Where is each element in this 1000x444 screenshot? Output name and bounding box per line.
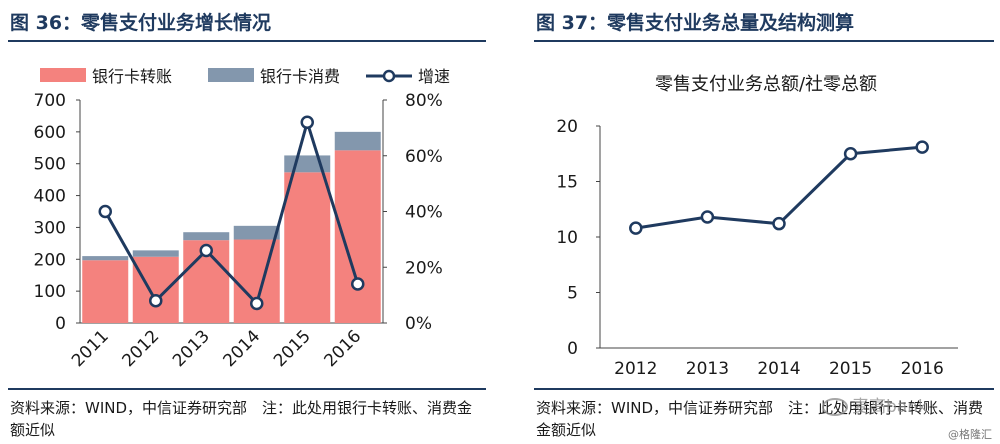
ratio-point <box>700 210 715 224</box>
x-tick-label: 2012 <box>119 326 164 371</box>
y-tick-label-left: 0 <box>55 314 66 334</box>
right-figure-title: 图 37：零售支付业务总量及结构测算 <box>536 12 855 34</box>
credit-text: @格隆汇 <box>948 428 992 441</box>
x-tick-label: 2014 <box>220 326 265 371</box>
ratio-point <box>915 140 929 154</box>
y-tick-label-left: 600 <box>34 123 66 143</box>
y-tick-label-right: 0% <box>405 314 432 334</box>
left-footnote-rule <box>8 388 486 390</box>
left-figure-panel: 图 36：零售支付业务增长情况 银行卡转账 银行卡消费 增速 0 100 200 300 40… <box>0 0 492 444</box>
y-tick-label-left: 300 <box>34 218 66 238</box>
growth-chart: 银行卡转账 银行卡消费 增速 0 100 200 300 400 500 600 700 0% 20% 4… <box>34 67 450 371</box>
x-tick-label: 2015 <box>829 359 872 379</box>
legend-marker-growth <box>382 69 396 83</box>
y-tick-label-left: 100 <box>34 282 66 302</box>
y-tick-label-right: 60% <box>405 147 443 167</box>
legend-label-consume: 银行卡消费 <box>260 67 340 86</box>
x-tick-label: 2013 <box>169 326 214 371</box>
bar-consume <box>183 232 230 241</box>
y-tick-label: 20 <box>556 117 578 137</box>
right-figure-panel: 图 37：零售支付业务总量及结构测算 零售支付业务总额/社零总额 0 5 10 15 20… <box>526 0 1000 444</box>
y-tick-label: 5 <box>567 284 578 304</box>
left-figure-title: 图 36：零售支付业务增长情况 <box>10 12 272 34</box>
ratio-line <box>635 145 923 230</box>
x-tick-label: 2016 <box>321 326 366 371</box>
x-tick-label: 2014 <box>757 359 800 379</box>
x-tick-label: 2013 <box>686 359 729 379</box>
y-tick-label: 15 <box>556 173 578 193</box>
watermark: 麦高bank <box>822 392 928 417</box>
ratio-chart: 零售支付业务总额/社零总额 0 5 10 15 20 2012 2013 2014 2015 201… <box>556 74 958 379</box>
wechat-icon <box>822 398 848 416</box>
bar-transfer <box>82 260 129 323</box>
legend-swatch-consume <box>208 68 254 82</box>
chart-title: 零售支付业务总额/社零总额 <box>655 74 877 95</box>
y-tick-label-right: 80% <box>405 91 443 111</box>
right-footnote: 资料来源：WIND，中信证券研究部 注：此处用银行卡转账、消费金额近似 <box>536 399 984 439</box>
bar-consume <box>132 250 179 257</box>
left-title-rule <box>8 40 486 42</box>
legend-label-growth: 增速 <box>418 67 450 86</box>
watermark-text: 麦高bank <box>852 397 928 417</box>
x-tick-label: 2011 <box>68 326 113 371</box>
growth-point <box>250 296 264 311</box>
bar-consume <box>334 131 381 151</box>
y-tick-label-right: 40% <box>405 203 443 223</box>
legend-label-transfer: 银行卡转账 <box>92 67 172 86</box>
growth-point <box>98 204 112 219</box>
y-tick-label-left: 500 <box>34 155 66 175</box>
y-tick-label-right: 20% <box>405 258 443 278</box>
y-tick-label: 10 <box>556 228 578 248</box>
y-tick-label: 0 <box>567 339 578 359</box>
bar-transfer <box>132 256 179 323</box>
ratio-point <box>843 147 858 161</box>
legend-swatch-transfer <box>40 68 86 82</box>
left-footnote: 资料来源：WIND，中信证券研究部 注：此处用银行卡转账、消费金额近似 <box>10 399 473 439</box>
x-tick-label: 2015 <box>270 326 315 371</box>
y-tick-label-left: 700 <box>34 91 66 111</box>
y-tick-label-left: 400 <box>34 187 66 207</box>
growth-point <box>149 293 163 308</box>
x-tick-label: 2012 <box>614 359 657 379</box>
bar-transfer <box>284 172 331 323</box>
x-tick-label: 2016 <box>901 359 944 379</box>
right-title-rule <box>534 40 994 42</box>
bar-transfer <box>233 239 280 323</box>
bar-consume <box>233 225 280 240</box>
growth-line <box>103 117 360 307</box>
ratio-point <box>629 221 643 235</box>
bar-consume <box>82 256 129 261</box>
growth-point <box>300 115 314 130</box>
right-footnote-rule <box>534 388 994 390</box>
growth-point <box>351 277 365 291</box>
y-tick-label-left: 200 <box>34 250 66 270</box>
ratio-point <box>772 216 786 231</box>
growth-point <box>199 243 213 258</box>
